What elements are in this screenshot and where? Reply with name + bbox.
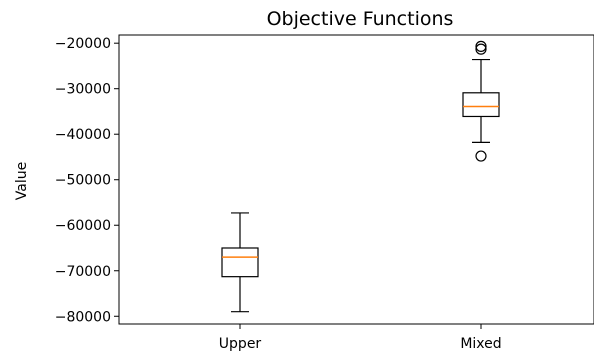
y-tick-label: −20000 xyxy=(55,36,111,52)
y-tick-label: −40000 xyxy=(55,127,111,143)
box-iqr xyxy=(462,92,500,118)
y-tick-label: −80000 xyxy=(55,309,111,325)
y-axis: −20000 −30000 −40000 −50000 −60000 −70000 −800… xyxy=(55,36,119,325)
y-tick-label: −30000 xyxy=(55,82,111,98)
y-tick-label: −70000 xyxy=(55,264,111,280)
box-mixed xyxy=(462,40,500,162)
y-tick-label: −60000 xyxy=(55,218,111,234)
x-tick-label: Mixed xyxy=(460,336,501,352)
chart-title: Objective Functions xyxy=(267,8,454,30)
x-tick-label: Upper xyxy=(219,336,262,352)
y-tick-label: −50000 xyxy=(55,173,111,189)
outlier-point xyxy=(475,150,487,162)
box-iqr xyxy=(221,247,259,278)
x-axis: Upper Mixed xyxy=(219,324,502,352)
outlier-point xyxy=(475,43,487,55)
outlier-point xyxy=(475,40,487,52)
plot-area xyxy=(118,34,594,325)
box-upper xyxy=(221,212,259,313)
y-axis-label: Value xyxy=(14,162,30,200)
box-series xyxy=(221,40,500,313)
plot-frame xyxy=(118,34,594,325)
